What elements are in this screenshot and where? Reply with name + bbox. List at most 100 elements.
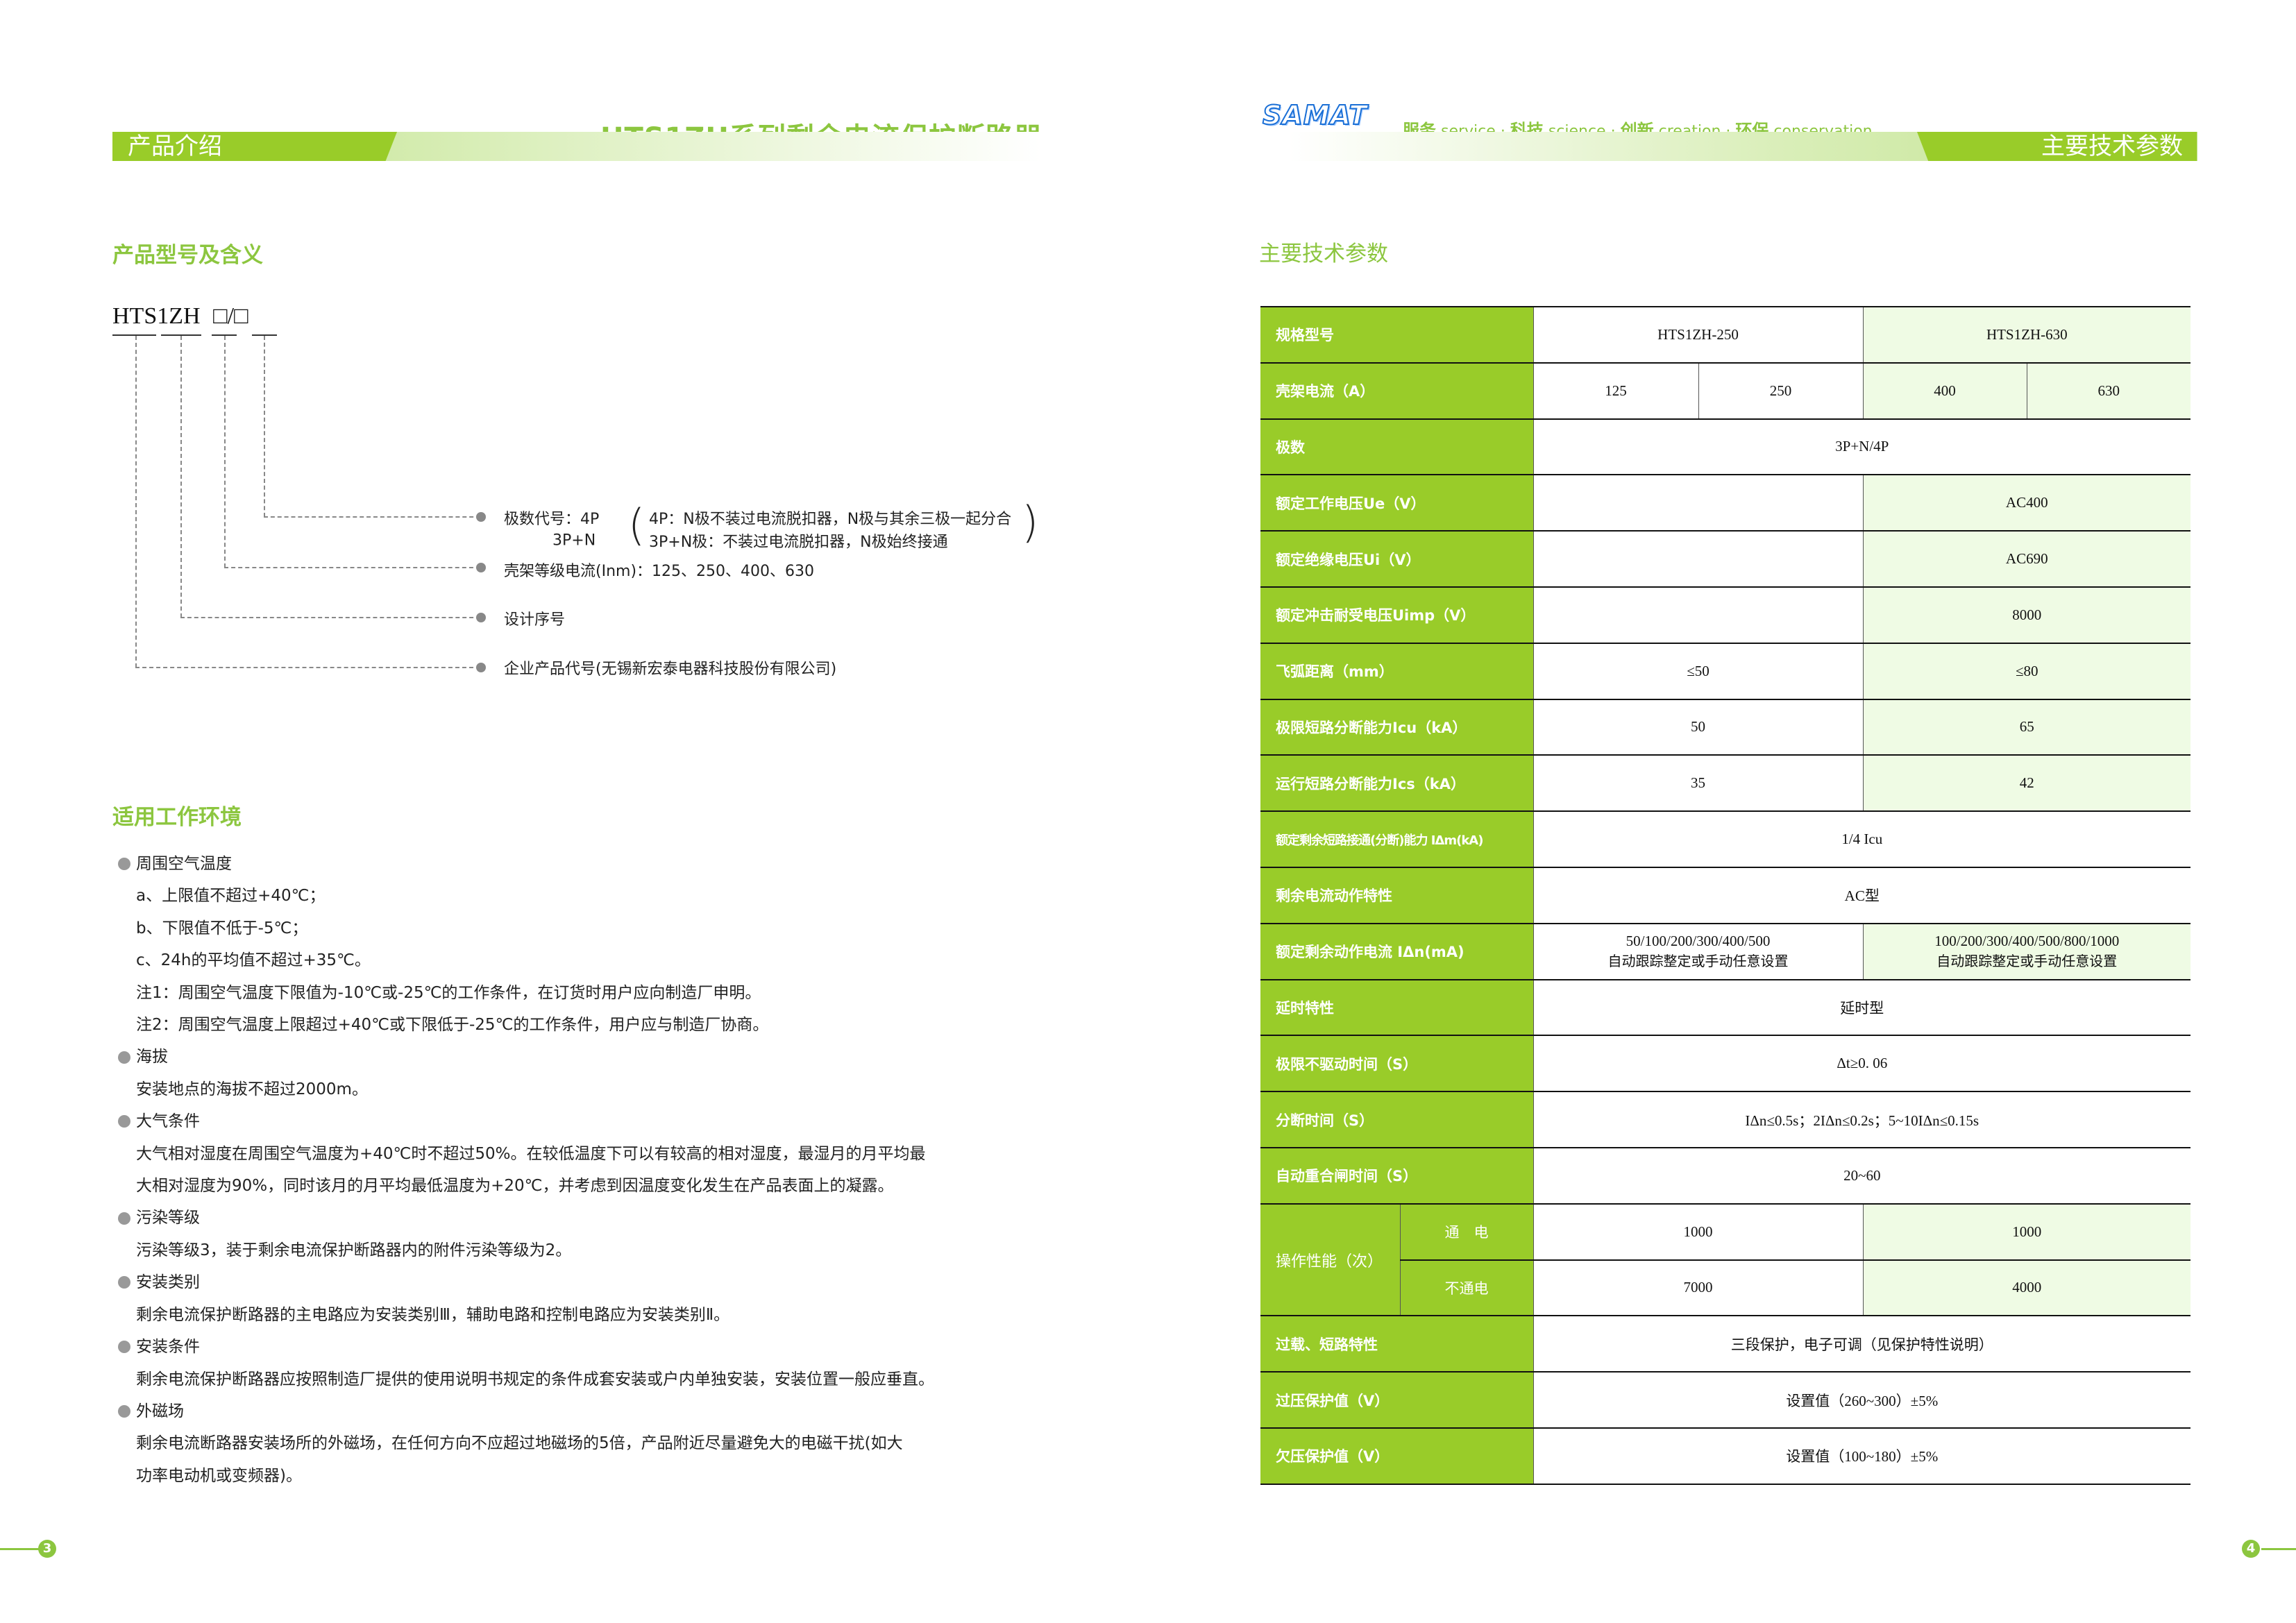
cell (1533, 474, 1864, 532)
sub-label: 通 电 (1399, 1203, 1533, 1261)
row-label: 过载、短路特性 (1260, 1315, 1533, 1373)
row-label: 额定剩余短路接通(分断)能力 IΔm(kA) (1260, 810, 1533, 868)
env-item-pollution: 污染等级 (118, 1202, 1062, 1234)
model-heading: 产品型号及含义 (112, 243, 263, 268)
cell: 125 (1533, 362, 1699, 420)
slogan-separator: · (1611, 123, 1616, 140)
env-title: 外磁场 (136, 1402, 184, 1420)
environment-heading: 适用工作环境 (112, 805, 242, 830)
leader-vertical (180, 336, 182, 618)
row-label: 额定绝缘电压Ui（V） (1260, 530, 1533, 588)
sub-label: 不通电 (1399, 1259, 1533, 1317)
cell: 42 (1862, 754, 2191, 813)
row-label: 极限不驱动时间（S） (1260, 1035, 1533, 1093)
underline-1zh (161, 334, 201, 336)
table-row: 欠压保护值（V） 设置值（100~180）±5% (1260, 1427, 2191, 1485)
row-label: 极限短路分断能力Icu（kA） (1260, 698, 1533, 756)
table-row: 分断时间（S） IΔn≤0.5s；2IΔn≤0.2s；5~10IΔn≤0.15s (1260, 1091, 2191, 1148)
table-row: 极限不驱动时间（S） Δt≥0. 06 (1260, 1035, 2191, 1093)
leader-dot (476, 512, 486, 522)
env-line: 剩余电流保护断路器的主电路应为安装类别Ⅲ，辅助电路和控制电路应为安装类别Ⅱ。 (136, 1305, 730, 1324)
table-row: 壳架电流（A） 125 250 400 630 (1260, 362, 2191, 420)
row-label: 壳架电流（A） (1260, 362, 1533, 420)
table-row: 自动重合闸时间（S） 20~60 (1260, 1146, 2191, 1205)
close-paren: ) (1022, 497, 1039, 547)
env-item-install-category: 安装类别 (118, 1266, 1062, 1298)
cell: HTS1ZH-250 (1533, 306, 1864, 364)
table-row: 额定剩余短路接通(分断)能力 IΔm(kA) 1/4 Icu (1260, 810, 2191, 868)
cell: AC型 (1533, 866, 2191, 924)
row-label: 额定工作电压Ue（V） (1260, 474, 1533, 532)
table-row: 额定冲击耐受电压Uimp（V） 8000 (1260, 586, 2191, 644)
env-item-magnetic-field: 外磁场 (118, 1395, 1062, 1427)
samat-logo: SAMAT (1262, 99, 1368, 131)
row-label: 运行短路分断能力Ics（kA） (1260, 754, 1533, 813)
env-title: 海拔 (136, 1048, 168, 1067)
leader-horizontal (180, 617, 480, 618)
env-line: 大相对湿度为90%，同时该月的月平均最低温度为+20℃，并考虑到因温度变化发生在… (136, 1177, 894, 1196)
cell: 7000 (1533, 1259, 1864, 1317)
row-label: 飞弧距离（mm） (1260, 642, 1533, 700)
cell-line: 自动跟踪整定或手动任意设置 (1936, 953, 2118, 970)
slogan-separator: · (1501, 123, 1505, 140)
bullet-icon (118, 858, 130, 871)
row-label: 自动重合闸时间（S） (1260, 1146, 1533, 1205)
env-line: 注2：周围空气温度上限超过+40℃或下限低于-25℃的工作条件，用户应与制造厂协… (136, 1016, 769, 1035)
table-row: 规格型号 HTS1ZH-250 HTS1ZH-630 (1260, 306, 2191, 364)
table-row: 操作性能（次） 通 电 1000 1000 (1260, 1203, 2191, 1317)
row-label: 极数 (1260, 418, 1533, 476)
cell: ≤80 (1862, 642, 2191, 700)
table-row: 延时特性 延时型 (1260, 978, 2191, 1037)
environment-list: 周围空气温度 a、上限值不超过+40℃； b、下限值不低于-5℃； c、24h的… (118, 848, 1062, 1492)
cell: 100/200/300/400/500/800/1000 自动跟踪整定或手动任意设… (1862, 922, 2191, 980)
env-title: 大气条件 (136, 1112, 200, 1131)
bullet-icon (118, 1341, 130, 1354)
leader-horizontal (264, 516, 480, 518)
row-label: 欠压保护值（V） (1260, 1427, 1533, 1485)
underline-box2 (252, 334, 277, 336)
cell: 400 (1862, 362, 2027, 420)
leader-vertical (135, 336, 137, 668)
leader-dot (476, 613, 486, 622)
env-line: 安装地点的海拔不超过2000m。 (136, 1080, 368, 1098)
header-tab-label: 主要技术参数 (2041, 133, 2183, 160)
env-line: 注1：周围空气温度下限值为-10℃或-25℃的工作条件，在订货时用户应向制造厂申… (136, 983, 761, 1002)
row-label: 规格型号 (1260, 306, 1533, 364)
cell: 1000 (1533, 1203, 1864, 1261)
env-line: 污染等级3，装于剩余电流保护断路器内的附件污染等级为2。 (136, 1241, 572, 1259)
cell (1533, 586, 1864, 644)
model-code-prefix: HTS1ZH (112, 303, 201, 329)
env-title: 安装条件 (136, 1338, 200, 1357)
env-item-atmosphere: 大气条件 (118, 1105, 1062, 1137)
table-row: 额定绝缘电压Ui（V） AC690 (1260, 530, 2191, 588)
row-label: 过压保护值（V） (1260, 1371, 1533, 1429)
design-serial-label: 设计序号 (504, 611, 566, 629)
table-row: 运行短路分断能力Ics（kA） 35 42 (1260, 754, 2191, 813)
leader-vertical (224, 336, 226, 568)
leader-dot (476, 563, 486, 572)
page-number-left: 3 (38, 1540, 56, 1558)
row-label: 额定冲击耐受电压Uimp（V） (1260, 586, 1533, 644)
cell-line: 100/200/300/400/500/800/1000 (1934, 933, 2120, 950)
underline-box1 (212, 334, 237, 336)
cell: 1000 (1862, 1203, 2191, 1261)
pole-note-4p: 4P：N极不装过电流脱扣器，N极与其余三极一起分合 (649, 511, 1012, 528)
env-line: c、24h的平均值不超过+35℃。 (136, 951, 371, 970)
table-row: 过载、短路特性 三段保护，电子可调（见保护特性说明） (1260, 1315, 2191, 1373)
bullet-icon (118, 1115, 130, 1128)
cell: HTS1ZH-630 (1862, 306, 2191, 364)
row-label: 延时特性 (1260, 978, 1533, 1037)
table-row: 不通电 7000 4000 (1260, 1259, 2191, 1317)
header-tab-label: 产品介绍 (128, 133, 222, 160)
env-line: b、下限值不低于-5℃； (136, 919, 308, 937)
cell: AC690 (1862, 530, 2191, 588)
row-label: 操作性能（次） (1260, 1203, 1400, 1317)
cell: 设置值（100~180）±5% (1533, 1427, 2191, 1485)
env-title: 安装类别 (136, 1273, 200, 1292)
pole-note-3pn: 3P+N极：不装过电流脱扣器，N极始终接通 (649, 534, 948, 551)
leader-horizontal (224, 567, 480, 568)
bullet-icon (118, 1276, 130, 1289)
row-label: 额定剩余动作电流 IΔn(mA) (1260, 922, 1533, 980)
header-tab: 产品介绍 (112, 132, 397, 161)
cell: IΔn≤0.5s；2IΔn≤0.2s；5~10IΔn≤0.15s (1533, 1091, 2191, 1148)
